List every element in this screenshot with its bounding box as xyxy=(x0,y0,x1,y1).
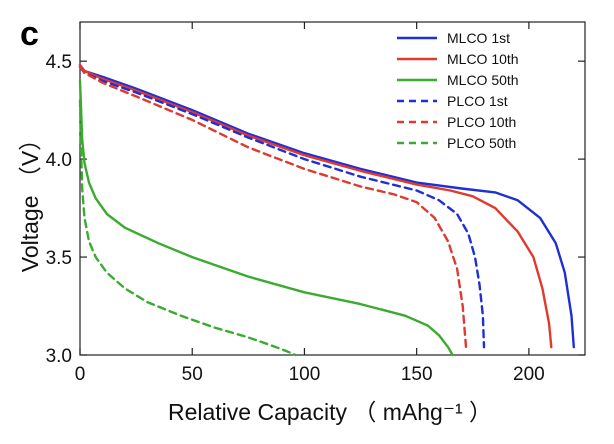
series-line-mlco-10th xyxy=(78,63,553,349)
panel-label: c xyxy=(20,15,39,53)
series-line-plco-10th xyxy=(78,65,468,349)
series-layer xyxy=(78,63,575,357)
legend-label: PLCO 1st xyxy=(447,93,508,109)
series-line-plco-1st xyxy=(78,65,486,349)
series-line-mlco-50th xyxy=(78,79,454,357)
y-tick-label: 4.5 xyxy=(46,52,72,73)
plot-frame xyxy=(79,21,586,356)
y-axis-label: Voltage （V） xyxy=(17,128,43,272)
x-tick-label: 0 xyxy=(75,364,86,385)
x-tick-label: 150 xyxy=(401,364,433,385)
axis-ticks: 0 50 100 150 200 3.0 3.5 4.0 4.5 xyxy=(46,22,585,385)
legend-label: MLCO 10th xyxy=(447,51,519,67)
x-tick-label: 200 xyxy=(513,364,545,385)
legend-label: PLCO 10th xyxy=(447,114,516,130)
legend-label: MLCO 50th xyxy=(447,72,519,88)
y-tick-label: 3.0 xyxy=(46,346,72,367)
x-axis-label: Relative Capacity （ mAhg⁻¹ ） xyxy=(168,399,492,425)
series-line-mlco-1st xyxy=(78,63,575,349)
x-tick-label: 100 xyxy=(289,364,321,385)
legend: MLCO 1st MLCO 10th MLCO 50th PLCO 1st PLCO 1… xyxy=(397,30,519,151)
legend-label: MLCO 1st xyxy=(447,30,510,46)
legend-label: PLCO 50th xyxy=(447,135,516,151)
y-tick-label: 3.5 xyxy=(46,248,72,269)
series-line-plco-50th xyxy=(78,99,297,357)
y-tick-label: 4.0 xyxy=(46,150,72,171)
plot-area xyxy=(79,21,586,356)
x-tick-label: 50 xyxy=(182,364,203,385)
